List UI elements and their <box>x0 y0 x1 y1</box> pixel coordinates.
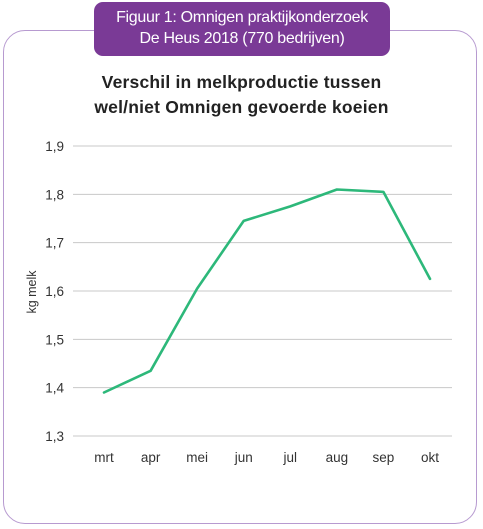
x-tick-label: okt <box>421 450 439 465</box>
figure-banner: Figuur 1: Omnigen praktijkonderzoek De H… <box>94 2 390 56</box>
y-tick-label: 1,4 <box>45 381 64 396</box>
chart-title-line-2: wel/niet Omnigen gevoerde koeien <box>94 97 389 117</box>
series-line <box>102 188 432 394</box>
x-tick-label: jul <box>283 450 298 465</box>
y-axis-label: kg melk <box>25 270 39 314</box>
y-tick-label: 1,9 <box>45 139 64 154</box>
x-tick-label: aug <box>326 450 349 465</box>
x-tick-label: sep <box>373 450 395 465</box>
x-tick-label: jun <box>234 450 253 465</box>
y-tick-label: 1,6 <box>45 284 64 299</box>
y-tick-label: 1,3 <box>45 429 64 444</box>
chart-title-line-1: Verschil in melkproductie tussen <box>101 72 382 92</box>
y-tick-label: 1,8 <box>45 187 64 202</box>
figure-frame <box>3 30 477 524</box>
x-tick-label: mrt <box>94 450 114 465</box>
chart-title: Verschil in melkproductie tussen wel/nie… <box>0 70 483 120</box>
x-tick-label: apr <box>141 450 161 465</box>
banner-line-1: Figuur 1: Omnigen praktijkonderzoek <box>116 9 368 26</box>
banner-line-2: De Heus 2018 (770 bedrijven) <box>139 30 345 47</box>
x-tick-label: mei <box>186 450 208 465</box>
y-tick-label: 1,5 <box>45 332 64 347</box>
y-tick-label: 1,7 <box>45 236 64 251</box>
